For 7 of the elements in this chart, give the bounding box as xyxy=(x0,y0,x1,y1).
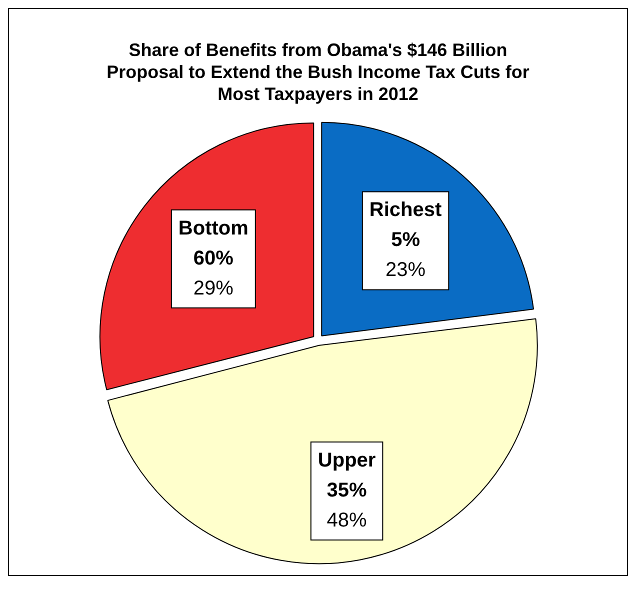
slice-label: Upper 35% xyxy=(318,450,376,502)
slice-label: Bottom 60% xyxy=(178,217,248,270)
data-label: 23% xyxy=(386,259,426,282)
slice-label: Richest 5% xyxy=(369,199,442,252)
chart-title: Share of Benefits from Obama's $146 Billion Proposal to Extend the Bush Income Tax Cuts for Most Taxpayers in 2012 xyxy=(106,39,530,105)
data-label: 29% xyxy=(193,277,234,300)
data-label: 48% xyxy=(326,510,368,532)
